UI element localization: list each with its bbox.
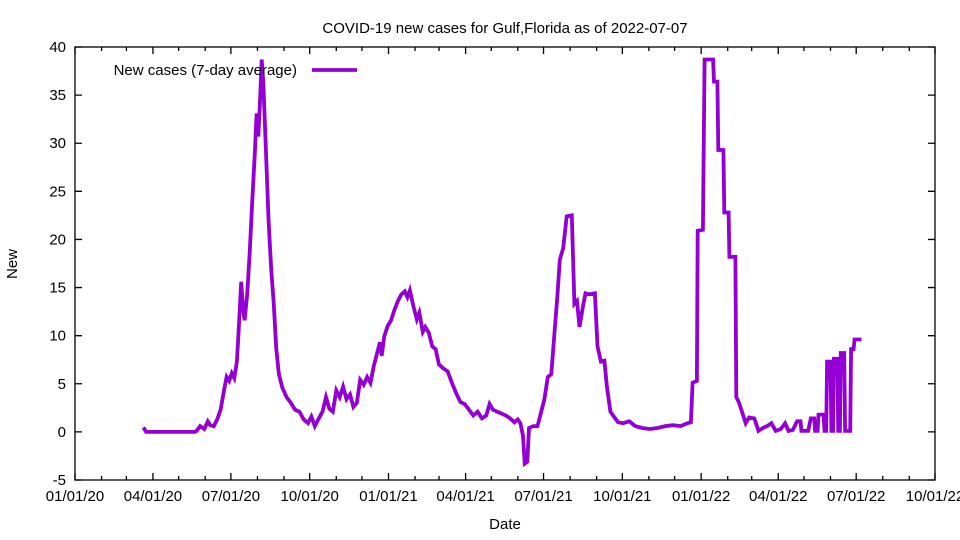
x-tick-label: 04/01/22 — [749, 488, 807, 505]
x-tick-label: 10/01/22 — [906, 488, 960, 505]
y-tick-label: 20 — [49, 231, 66, 248]
y-tick-label: -5 — [53, 472, 66, 489]
series-line — [141, 57, 862, 468]
legend-label: New cases (7-day average) — [114, 62, 297, 79]
y-tick-label: 5 — [58, 376, 66, 393]
x-tick-label: 10/01/20 — [281, 488, 339, 505]
y-tick-label: 30 — [49, 135, 66, 152]
plot-border — [74, 46, 936, 481]
y-tick-label: 25 — [49, 183, 66, 200]
legend: New cases (7-day average) — [114, 62, 357, 79]
generated-chart-layer: 01/01/20 04/01/20 07/01/20 10/01/20 01/01/21… — [46, 39, 960, 505]
x-axis-label: Date — [489, 516, 521, 533]
y-tick-label: 15 — [49, 280, 66, 297]
y-tick-label: 35 — [49, 87, 66, 104]
y-tick-label: 40 — [49, 39, 66, 56]
y-tick-label: 0 — [58, 424, 66, 441]
x-tick-label: 01/01/21 — [359, 488, 417, 505]
x-tick-label: 01/01/22 — [672, 488, 730, 505]
x-tick-label: 07/01/22 — [827, 488, 885, 505]
x-tick-label: 07/01/20 — [202, 488, 260, 505]
y-tick-label: 10 — [49, 328, 66, 345]
x-tick-label: 07/01/21 — [514, 488, 572, 505]
x-tick-label: 04/01/20 — [124, 488, 182, 505]
x-tick-label: 01/01/20 — [46, 488, 104, 505]
y-axis-label: New — [4, 249, 21, 279]
x-tick-label: 04/01/21 — [436, 488, 494, 505]
chart-title: COVID-19 new cases for Gulf,Florida as o… — [322, 20, 687, 37]
x-tick-label: 10/01/21 — [593, 488, 651, 505]
